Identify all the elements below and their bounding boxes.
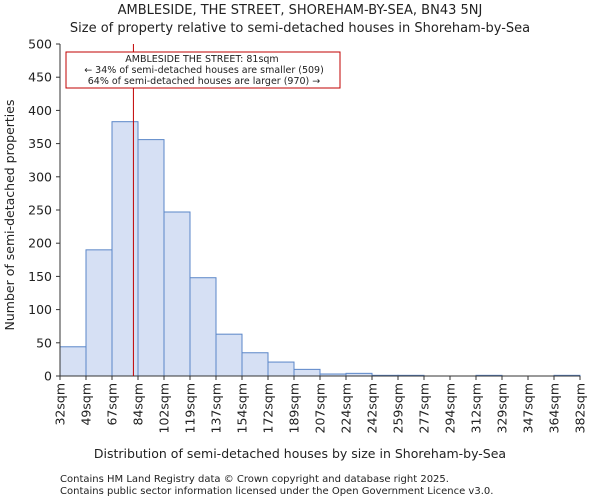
- y-tick-label: 500: [28, 37, 52, 52]
- footer-credit-1: Contains HM Land Registry data © Crown c…: [60, 474, 449, 485]
- bar-49sqm: [85, 249, 113, 377]
- x-tick-label: 154sqm: [235, 383, 250, 433]
- bar-32sqm: [59, 346, 87, 377]
- x-tick-label: 207sqm: [313, 383, 328, 433]
- x-tick-label: 119sqm: [183, 383, 198, 433]
- bar-84sqm: [137, 139, 165, 377]
- x-tick-label: 102sqm: [157, 383, 172, 433]
- bar-172sqm: [267, 361, 295, 377]
- x-tick-label: 259sqm: [391, 383, 406, 433]
- x-tick-label: 294sqm: [443, 383, 458, 433]
- bar-67sqm: [111, 121, 139, 377]
- x-tick-label: 329sqm: [495, 383, 510, 433]
- x-tick-label: 277sqm: [417, 383, 432, 433]
- x-tick-label: 242sqm: [365, 383, 380, 433]
- x-tick-label: 137sqm: [209, 383, 224, 433]
- y-axis: 0 50 100 150 200 250 300 350 400 450 500: [28, 37, 60, 384]
- bar-154sqm: [241, 352, 269, 377]
- chart-subtitle: Size of property relative to semi-detach…: [70, 21, 530, 36]
- y-tick-label: 450: [28, 70, 52, 85]
- x-tick-label: 347sqm: [521, 383, 536, 433]
- bar-119sqm: [189, 277, 217, 377]
- y-tick-label: 50: [36, 335, 52, 350]
- x-tick-label: 32sqm: [53, 383, 68, 426]
- footer-credit-2: Contains public sector information licen…: [60, 486, 493, 497]
- y-axis-label: Number of semi-detached properties: [2, 100, 17, 331]
- bar-102sqm: [163, 211, 191, 377]
- x-axis: 32sqm 49sqm 67sqm 84sqm 102sqm 119sqm 137sqm 15…: [53, 376, 588, 433]
- bar-137sqm: [215, 333, 243, 377]
- x-tick-label: 382sqm: [573, 383, 588, 433]
- x-tick-label: 49sqm: [79, 383, 94, 426]
- x-tick-label: 84sqm: [131, 383, 146, 426]
- y-tick-label: 250: [28, 203, 52, 218]
- bar-189sqm: [293, 368, 321, 377]
- x-tick-label: 364sqm: [547, 383, 562, 433]
- annotation-box: [65, 51, 341, 89]
- x-tick-label: 224sqm: [339, 383, 354, 433]
- x-tick-label: 172sqm: [261, 383, 276, 433]
- annotation-line3: 64% of semi-detached houses are larger (…: [88, 76, 321, 87]
- y-tick-label: 400: [28, 103, 52, 118]
- y-tick-label: 350: [28, 136, 52, 151]
- x-tick-label: 189sqm: [287, 383, 302, 433]
- x-tick-label: 67sqm: [105, 383, 120, 426]
- x-axis-label: Distribution of semi-detached houses by …: [94, 446, 506, 461]
- y-tick-label: 0: [44, 369, 52, 384]
- annotation: AMBLESIDE THE STREET: 81sqm ← 34% of sem…: [65, 51, 341, 89]
- annotation-line2: ← 34% of semi-detached houses are smalle…: [84, 65, 324, 76]
- y-tick-label: 300: [28, 169, 52, 184]
- y-tick-label: 200: [28, 236, 52, 251]
- annotation-line1: AMBLESIDE THE STREET: 81sqm: [125, 54, 278, 65]
- x-tick-label: 312sqm: [469, 383, 484, 433]
- y-tick-label: 100: [28, 302, 52, 317]
- chart-title: AMBLESIDE, THE STREET, SHOREHAM-BY-SEA, …: [118, 3, 483, 18]
- y-tick-label: 150: [28, 269, 52, 284]
- bars: [59, 121, 581, 377]
